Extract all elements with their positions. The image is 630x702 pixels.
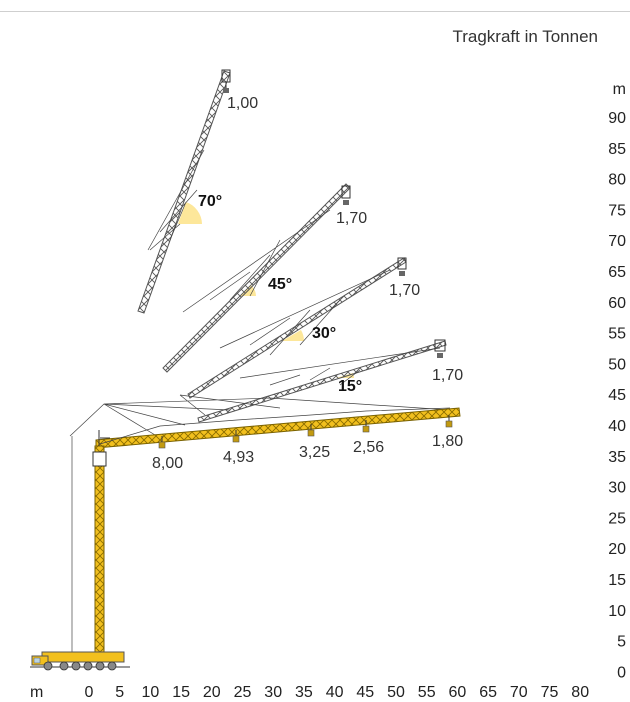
jib-30-angle-label: 30°: [312, 325, 336, 342]
angle-wedge-30: [282, 330, 304, 341]
hook-3-25: [307, 424, 315, 437]
hook-4-93: [232, 430, 240, 443]
x-tick-label: 45: [356, 684, 374, 701]
load-label-1: 8,00: [152, 455, 183, 472]
load-label-5: 1,80: [432, 433, 463, 450]
y-tick-label: 5: [617, 634, 626, 651]
jib-70: [137, 69, 231, 314]
jib-45-angle-label: 45°: [268, 276, 292, 293]
x-axis-unit: m: [30, 684, 43, 701]
x-tick-label: 20: [203, 684, 221, 701]
x-tick-label: 60: [449, 684, 467, 701]
x-tick-label: 25: [234, 684, 252, 701]
y-tick-label: 70: [608, 233, 626, 250]
y-tick-label: 55: [608, 326, 626, 343]
jib-15-tip-load: 1,70: [432, 367, 463, 384]
hook-1-80: [445, 415, 453, 428]
load-label-3: 3,25: [299, 444, 330, 461]
y-tick-label: 40: [608, 418, 626, 435]
y-tick-label: 45: [608, 387, 626, 404]
y-tick-label: 10: [608, 603, 626, 620]
y-tick-label: 30: [608, 480, 626, 497]
x-tick-label: 70: [510, 684, 528, 701]
x-tick-label: 55: [418, 684, 436, 701]
jib-45: [162, 183, 351, 373]
x-tick-label: 10: [142, 684, 160, 701]
chart-title: Tragkraft in Tonnen: [452, 27, 598, 46]
x-tick-label: 80: [571, 684, 589, 701]
y-tick-label: 50: [608, 356, 626, 373]
x-tick-label: 30: [264, 684, 282, 701]
jib-30-tip-load: 1,70: [389, 282, 420, 299]
y-tick-label: 15: [608, 572, 626, 589]
y-tick-label: 25: [608, 510, 626, 527]
x-tick-label: 65: [479, 684, 497, 701]
horizontal-jib: [95, 407, 461, 449]
y-tick-label: 65: [608, 264, 626, 281]
horizontal-jib-rigging: [69, 394, 451, 660]
y-tick-label: 75: [608, 202, 626, 219]
jib-15-angle-label: 15°: [338, 378, 362, 395]
y-tick-label: 20: [608, 541, 626, 558]
y-tick-label: 0: [617, 664, 626, 681]
jib-45-tip-load: 1,70: [336, 210, 367, 227]
x-tick-label: 5: [115, 684, 124, 701]
top-divider: [0, 11, 630, 12]
jib-30: [187, 257, 407, 399]
hook-2-56: [362, 420, 370, 433]
y-tick-label: 35: [608, 449, 626, 466]
carrier-truck: [30, 651, 130, 671]
x-tick-label: 35: [295, 684, 313, 701]
x-tick-label: 15: [172, 684, 190, 701]
x-tick-label: 40: [326, 684, 344, 701]
x-tick-label: 0: [85, 684, 94, 701]
jib-70-angle-label: 70°: [198, 193, 222, 210]
jib-15: [197, 339, 447, 423]
jib-70-tip-load: 1,00: [227, 95, 258, 112]
y-tick-label: 80: [608, 172, 626, 189]
hook-8-00: [158, 436, 166, 449]
y-axis-unit: m: [613, 81, 626, 98]
y-tick-label: 60: [608, 295, 626, 312]
x-tick-label: 50: [387, 684, 405, 701]
y-tick-label: 85: [608, 141, 626, 158]
load-label-2: 4,93: [223, 449, 254, 466]
x-tick-label: 75: [541, 684, 559, 701]
x-axis: m 0 5 10 15 20 25 30 35 40 45 50 55 60 65 70 75 80: [30, 684, 589, 701]
tower-mast: [92, 430, 110, 659]
load-label-4: 2,56: [353, 439, 384, 456]
y-tick-label: 90: [608, 110, 626, 127]
